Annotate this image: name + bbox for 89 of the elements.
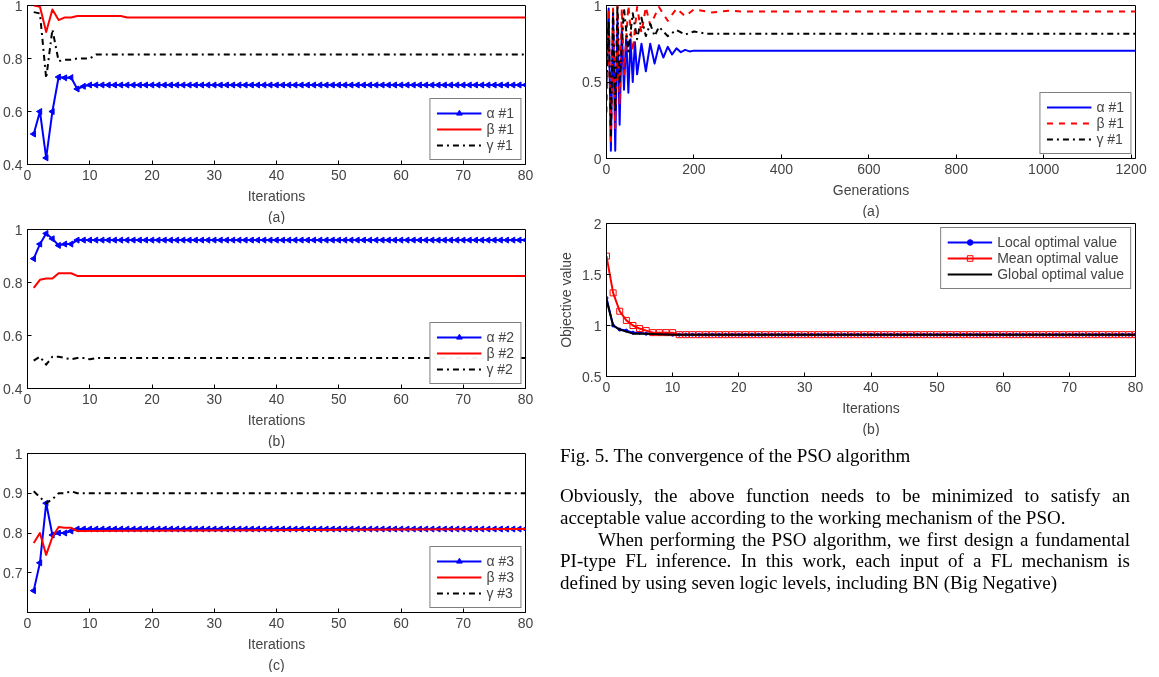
y-tick-label: 0.4 [3, 380, 23, 397]
x-tick-label: 30 [206, 166, 223, 183]
x-axis-title: Iterations [842, 399, 900, 416]
x-tick-label: 800 [944, 160, 969, 177]
x-tick-label: 80 [517, 390, 534, 407]
x-tick-label: 60 [393, 614, 409, 631]
x-tick-label: 20 [144, 390, 160, 407]
legend-label: γ #1 [486, 137, 513, 153]
x-tick-label: 20 [730, 378, 747, 395]
legend-label: β #1 [486, 121, 514, 137]
x-tick-label: 60 [995, 378, 1012, 395]
x-tick-label: 70 [455, 390, 472, 407]
legend-label: α #3 [486, 553, 514, 569]
x-tick-label: 30 [206, 390, 223, 407]
y-tick-label: 1 [593, 0, 602, 14]
y-tick-label: 0.8 [3, 274, 23, 291]
x-tick-label: 50 [929, 378, 946, 395]
x-tick-label: 10 [81, 614, 98, 631]
x-tick-label: 1200 [1115, 160, 1147, 177]
y-tick-label: 0.6 [3, 103, 23, 120]
x-tick-label: 30 [206, 614, 223, 631]
legend-label: γ #3 [486, 585, 513, 601]
line-series [32, 272, 526, 289]
y-tick-label: 0.8 [3, 50, 23, 67]
x-tick-label: 20 [144, 166, 160, 183]
y-tick-label: 1 [14, 0, 23, 14]
legend-label: γ #2 [486, 361, 513, 377]
y-tick-label: 0.5 [582, 368, 602, 385]
x-tick-label: 80 [517, 614, 534, 631]
x-tick-label: 70 [455, 166, 472, 183]
y-tick-label: 0.9 [3, 485, 23, 502]
x-axis-title: Iterations [247, 187, 306, 204]
line-series [32, 490, 526, 505]
y-tick-label: 2 [593, 215, 602, 232]
y-tick-label: 1 [14, 221, 23, 238]
text: (a) [862, 202, 880, 219]
x-tick-label: 400 [769, 160, 794, 177]
x-tick-label: 10 [81, 390, 98, 407]
legend-label: β #2 [486, 345, 514, 361]
y-tick-label: 1.5 [582, 266, 602, 283]
x-tick-label: 60 [393, 166, 409, 183]
x-tick-label: 40 [268, 166, 285, 183]
legend-label: Mean optimal value [997, 250, 1119, 266]
x-tick-label: 10 [81, 166, 98, 183]
caption: Fig. 5. The convergence of the PSO algorithm [560, 445, 912, 467]
x-axis-title: Iterations [247, 411, 306, 428]
y-tick-label: 1 [14, 445, 23, 462]
y-axis-title: Objective value [558, 251, 575, 348]
x-tick-label: 80 [1127, 378, 1144, 395]
x-tick-label: 10 [664, 378, 681, 395]
x-axis-title: Generations [832, 181, 910, 198]
legend-label: α #2 [486, 329, 514, 345]
x-tick-label: 50 [330, 390, 347, 407]
x-tick-label: 20 [144, 614, 160, 631]
text: (b) [267, 432, 286, 449]
x-tick-label: 70 [455, 614, 472, 631]
legend-label: α #1 [1096, 99, 1124, 115]
text: (a) [267, 208, 286, 225]
y-tick-label: 0.6 [3, 327, 23, 344]
y-tick-label: 1 [593, 317, 602, 334]
x-tick-label: 600 [857, 160, 881, 177]
x-tick-label: 200 [682, 160, 706, 177]
text: (c) [268, 656, 285, 673]
y-tick-label: 0.7 [3, 564, 23, 581]
x-tick-label: 40 [268, 614, 285, 631]
legend-label: Global optimal value [997, 266, 1124, 282]
y-tick-label: 0.8 [3, 525, 23, 541]
x-tick-label: 1000 [1028, 160, 1060, 177]
y-tick-label: 0.4 [3, 156, 23, 173]
x-tick-label: 40 [268, 390, 285, 407]
legend-label: α #1 [486, 105, 514, 121]
x-tick-label: 70 [1061, 378, 1078, 395]
x-axis-title: Iterations [247, 635, 306, 652]
x-tick-label: 40 [863, 378, 879, 395]
text: (b) [862, 420, 880, 437]
legend-label: β #1 [1096, 115, 1124, 131]
text: When performing the PSO algorithm, we first design a fundamental PI-type FL inference. In this work, each input of a FL mechanism is defined by using seven logic levels, including BN (Big Negative) [560, 528, 1130, 595]
legend-label: γ #1 [1096, 131, 1123, 147]
line-series [32, 5, 526, 33]
y-tick-label: 0.5 [582, 74, 602, 90]
x-tick-label: 50 [330, 614, 347, 631]
text: Obviously, the above function needs to be minimized to satisfy an acceptable value according to the working mechanism of the PSO. [560, 484, 1130, 529]
legend-label: Local optimal value [997, 234, 1117, 250]
x-tick-label: 30 [797, 378, 813, 395]
line-series [32, 526, 526, 556]
x-tick-label: 80 [517, 166, 534, 183]
x-tick-label: 50 [330, 166, 347, 183]
x-tick-label: 60 [393, 390, 409, 407]
legend-label: β #3 [486, 569, 514, 585]
